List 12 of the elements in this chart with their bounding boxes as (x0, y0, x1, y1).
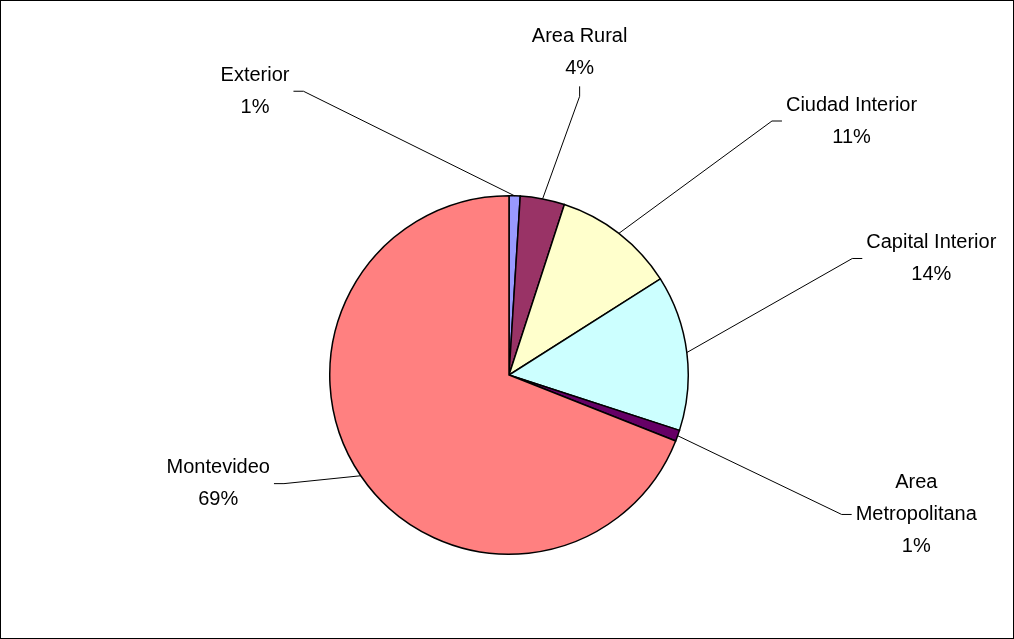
slice-label: Area Metropolitana (855, 469, 978, 524)
data-label: 14% (911, 262, 952, 284)
slice-label: Capital Interior (866, 230, 997, 252)
slice-label: Exterior (220, 62, 290, 85)
data-label: 1% (901, 533, 931, 556)
data-label: 4% (565, 55, 595, 78)
slice-label: Area Rural (531, 23, 628, 46)
slice-label: Montevideo (166, 455, 270, 478)
data-label: 69% (198, 487, 239, 510)
slice-label: Ciudad Interior (785, 92, 918, 115)
data-label: 11% (832, 124, 872, 147)
data-label: 1% (240, 94, 270, 117)
